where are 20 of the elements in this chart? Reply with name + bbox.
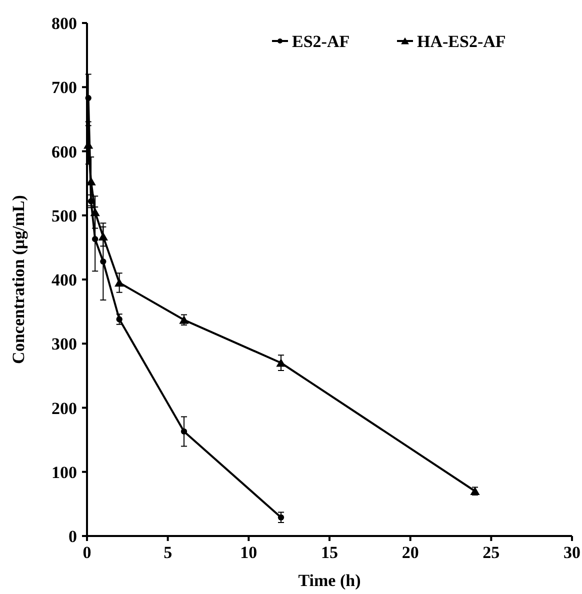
y-tick-label: 100 <box>52 462 77 482</box>
y-axis-title: Concentration (µg/mL) <box>9 195 28 364</box>
y-tick-label: 400 <box>52 270 77 290</box>
x-tick-label: 10 <box>240 543 258 562</box>
y-tick-label: 200 <box>52 398 77 418</box>
x-tick-label: 20 <box>402 543 419 562</box>
y-tick-label: 500 <box>52 206 77 226</box>
y-tick-label: 700 <box>52 78 77 98</box>
legend-label: HA-ES2-AF <box>417 32 506 51</box>
x-tick-label: 25 <box>482 543 500 562</box>
y-tick-label: 0 <box>68 527 77 546</box>
y-tick-label: 300 <box>52 334 77 354</box>
y-tick-label: 600 <box>52 142 77 162</box>
x-axis-title: Time (h) <box>298 571 361 590</box>
x-tick-label: 0 <box>82 543 92 562</box>
legend-label: ES2-AF <box>292 32 350 51</box>
x-tick-label: 5 <box>164 543 172 562</box>
x-tick-label: 30 <box>564 543 580 562</box>
y-tick-label: 800 <box>52 14 77 33</box>
x-tick-label: 15 <box>321 543 338 562</box>
